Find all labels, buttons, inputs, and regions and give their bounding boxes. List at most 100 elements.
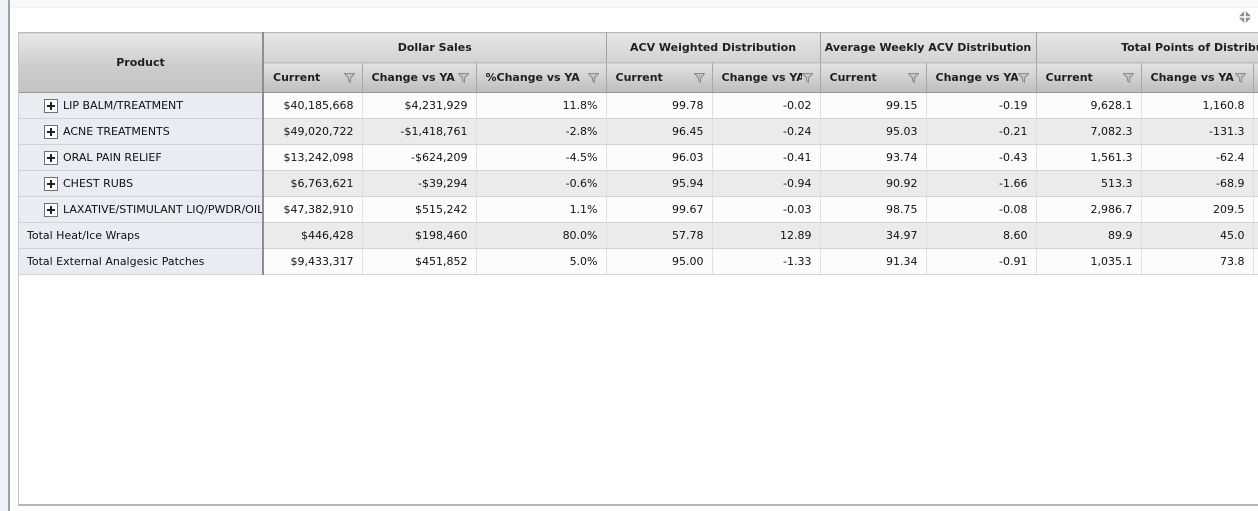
value-cell: -131.3 xyxy=(1141,118,1254,145)
value-cell: -0.03 xyxy=(712,196,821,223)
value-cell: $451,852 xyxy=(362,248,477,275)
sub-header-row: Current Change vs YA %Change vs YA Curre… xyxy=(19,62,1258,93)
group-header-total-points-of-distribution: Total Points of Distribution xyxy=(1036,32,1258,63)
value-cell: 95.00 xyxy=(606,248,713,275)
value-cell xyxy=(1253,118,1258,145)
product-cell[interactable]: CHEST RUBS xyxy=(19,170,264,197)
product-label: Total Heat/Ice Wraps xyxy=(27,229,140,242)
filter-icon[interactable] xyxy=(586,72,600,83)
value-cell: -$624,209 xyxy=(362,144,477,171)
value-cell: 89.9 xyxy=(1036,222,1142,249)
column-label: Change vs YA xyxy=(935,71,1018,84)
value-cell: -$1,418,761 xyxy=(362,118,477,145)
value-cell: 95.94 xyxy=(606,170,713,197)
filter-icon[interactable] xyxy=(342,72,356,83)
column-header-tp-change-vs-ya[interactable]: Change vs YA xyxy=(1141,62,1254,93)
filter-icon[interactable] xyxy=(1233,72,1247,83)
table-row: ACNE TREATMENTS $49,020,722 -$1,418,761 … xyxy=(19,118,1258,145)
value-cell: 96.03 xyxy=(606,144,713,171)
value-cell: -68.9 xyxy=(1141,170,1254,197)
value-cell: -0.08 xyxy=(926,196,1037,223)
value-cell: 11.8% xyxy=(476,92,607,119)
value-cell: -0.21 xyxy=(926,118,1037,145)
value-cell: -0.6% xyxy=(476,170,607,197)
table-row: Total Heat/Ice Wraps $446,428 $198,460 8… xyxy=(19,222,1258,249)
product-cell[interactable]: Total External Analgesic Patches xyxy=(19,248,264,275)
value-cell xyxy=(1253,92,1258,119)
table-row: LIP BALM/TREATMENT $40,185,668 $4,231,92… xyxy=(19,92,1258,119)
collapse-view-icon[interactable] xyxy=(1237,9,1253,25)
column-header-ds-change-vs-ya[interactable]: Change vs YA xyxy=(362,62,477,93)
product-label: ORAL PAIN RELIEF xyxy=(63,151,162,164)
product-cell[interactable]: Total Heat/Ice Wraps xyxy=(19,222,264,249)
value-cell: $49,020,722 xyxy=(263,118,363,145)
left-edge-strip xyxy=(0,0,10,511)
product-cell[interactable]: LAXATIVE/STIMULANT LIQ/PWDR/OIL xyxy=(19,196,264,223)
group-header-average-weekly-acv-distribution: Average Weekly ACV Distribution xyxy=(820,32,1037,63)
column-label: Current xyxy=(615,71,663,84)
expand-icon[interactable] xyxy=(44,124,58,139)
product-cell[interactable]: LIP BALM/TREATMENT xyxy=(19,92,264,119)
expand-icon[interactable] xyxy=(44,150,58,165)
product-label: Total External Analgesic Patches xyxy=(27,255,205,268)
expand-icon[interactable] xyxy=(44,98,58,113)
value-cell: 96.45 xyxy=(606,118,713,145)
column-label: Change vs YA xyxy=(371,71,455,84)
table-row: CHEST RUBS $6,763,621 -$39,294 -0.6% 95.… xyxy=(19,170,1258,197)
column-label: Current xyxy=(829,71,877,84)
value-cell: 5.0% xyxy=(476,248,607,275)
table-row: Total External Analgesic Patches $9,433,… xyxy=(19,248,1258,275)
value-cell: -0.91 xyxy=(926,248,1037,275)
column-label: %Change vs YA xyxy=(485,71,580,84)
column-header-acv-change-vs-ya[interactable]: Change vs YA xyxy=(712,62,821,93)
value-cell: 99.78 xyxy=(606,92,713,119)
group-header-row: Product Dollar Sales ACV Weighted Distri… xyxy=(19,32,1258,93)
column-label: Current xyxy=(1045,71,1093,84)
value-cell: -2.8% xyxy=(476,118,607,145)
expand-icon[interactable] xyxy=(44,176,58,191)
table-row: ORAL PAIN RELIEF $13,242,098 -$624,209 -… xyxy=(19,144,1258,171)
column-header-ds-current[interactable]: Current xyxy=(263,62,363,93)
column-header-tp-current[interactable]: Current xyxy=(1036,62,1142,93)
filter-icon[interactable] xyxy=(906,72,920,83)
filter-icon[interactable] xyxy=(800,72,814,83)
value-cell: -0.41 xyxy=(712,144,821,171)
product-column-header[interactable]: Product xyxy=(19,32,264,93)
column-header-aw-current[interactable]: Current xyxy=(820,62,927,93)
value-cell: 90.92 xyxy=(820,170,927,197)
value-cell: 8.60 xyxy=(926,222,1037,249)
value-cell: 99.15 xyxy=(820,92,927,119)
group-header-acv-weighted-distribution: ACV Weighted Distribution xyxy=(606,32,821,63)
table-row: LAXATIVE/STIMULANT LIQ/PWDR/OIL $47,382,… xyxy=(19,196,1258,223)
column-header-aw-change-vs-ya[interactable]: Change vs YA xyxy=(926,62,1037,93)
value-cell: 34.97 xyxy=(820,222,927,249)
value-cell: 95.03 xyxy=(820,118,927,145)
value-cell: 80.0% xyxy=(476,222,607,249)
column-label: Change vs YA xyxy=(721,71,802,84)
product-cell[interactable]: ORAL PAIN RELIEF xyxy=(19,144,264,171)
value-cell xyxy=(1253,222,1258,249)
column-header-acv-current[interactable]: Current xyxy=(606,62,713,93)
value-cell: $9,433,317 xyxy=(263,248,363,275)
data-grid-panel: Product Dollar Sales ACV Weighted Distri… xyxy=(18,32,1258,506)
value-cell: 12.89 xyxy=(712,222,821,249)
value-cell: $198,460 xyxy=(362,222,477,249)
value-cell xyxy=(1253,196,1258,223)
value-cell: 98.75 xyxy=(820,196,927,223)
value-cell: 1,035.1 xyxy=(1036,248,1142,275)
value-cell: 99.67 xyxy=(606,196,713,223)
distribution-table: Product Dollar Sales ACV Weighted Distri… xyxy=(19,32,1258,275)
value-cell: 57.78 xyxy=(606,222,713,249)
filter-icon[interactable] xyxy=(1121,72,1135,83)
value-cell: $515,242 xyxy=(362,196,477,223)
column-label: Change vs YA xyxy=(1150,71,1234,84)
filter-icon[interactable] xyxy=(1016,72,1030,83)
filter-icon[interactable] xyxy=(456,72,470,83)
filter-icon[interactable] xyxy=(692,72,706,83)
column-header-clipped[interactable] xyxy=(1253,62,1258,93)
product-cell[interactable]: ACNE TREATMENTS xyxy=(19,118,264,145)
column-header-ds-pct-change-vs-ya[interactable]: %Change vs YA xyxy=(476,62,607,93)
product-label: CHEST RUBS xyxy=(63,177,134,190)
expand-icon[interactable] xyxy=(44,202,58,217)
value-cell: -1.66 xyxy=(926,170,1037,197)
